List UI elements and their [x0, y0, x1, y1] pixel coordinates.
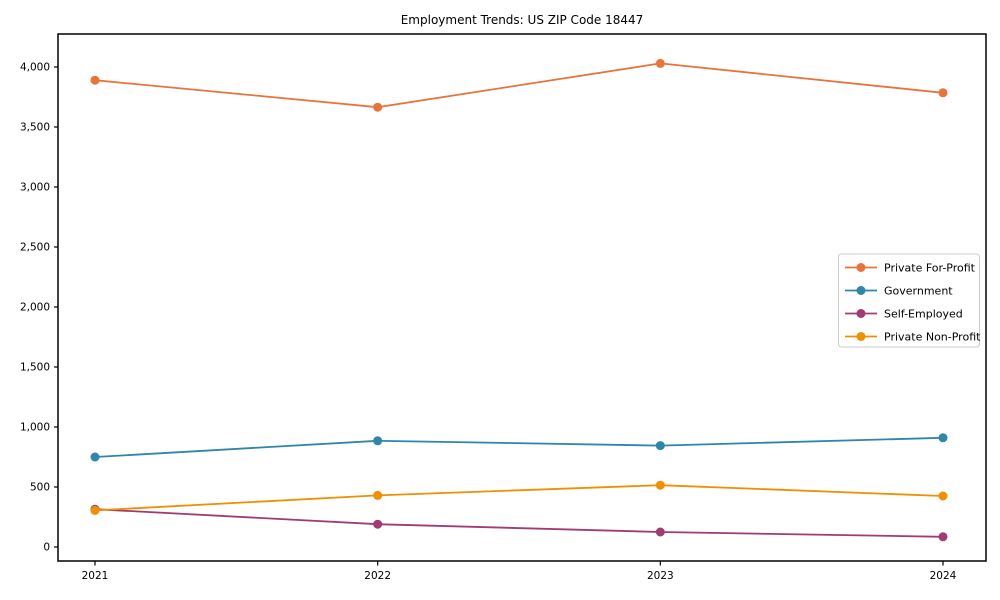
legend-item: Private For-Profit: [845, 261, 976, 274]
legend-marker-icon: [856, 263, 866, 272]
legend-box: [838, 253, 980, 348]
legend-label: Private Non-Profit: [884, 330, 981, 343]
series-self-employed: [90, 504, 948, 542]
y-tick-label: 1,500: [20, 362, 50, 374]
series-line: [94, 436, 944, 458]
legend-label: Self-Employed: [884, 307, 963, 320]
data-point-marker: [655, 58, 665, 68]
data-point-marker: [938, 491, 948, 501]
y-tick-label: 3,500: [20, 122, 50, 134]
y-tick-label: 2,500: [20, 242, 50, 254]
y-tick-label: 500: [30, 482, 50, 494]
data-point-marker: [655, 441, 665, 451]
y-tick-label: 1,000: [20, 422, 50, 434]
y-tick-label: 0: [43, 542, 50, 554]
legend-marker-icon: [856, 332, 866, 341]
x-tick-label: 2021: [82, 570, 109, 582]
legend-marker-icon: [856, 286, 866, 295]
legend: Private For-Profit Government Self-Employe…: [838, 253, 981, 348]
data-point-marker: [655, 527, 665, 537]
x-axis: 2021 2022 2023 2024: [82, 561, 957, 582]
y-tick-label: 2,000: [20, 302, 50, 314]
x-tick-label: 2024: [930, 570, 957, 582]
data-point-marker: [373, 519, 383, 529]
y-tick-label: 4,000: [20, 62, 50, 74]
series-line: [94, 484, 944, 512]
plot-border: [57, 33, 987, 562]
chart-title: Employment Trends: US ZIP Code 18447: [401, 13, 644, 27]
data-point-marker: [938, 532, 948, 542]
data-point-marker: [938, 88, 948, 98]
series-line: [94, 62, 944, 109]
series-government: [90, 433, 948, 462]
legend-item: Private Non-Profit: [845, 330, 981, 343]
data-point-marker: [90, 452, 100, 462]
x-tick-label: 2023: [647, 570, 674, 582]
data-point-marker: [938, 433, 948, 443]
series-group: [90, 58, 948, 542]
data-point-marker: [373, 490, 383, 500]
series-line: [94, 508, 944, 538]
legend-item: Self-Employed: [845, 307, 963, 320]
legend-label: Private For-Profit: [884, 261, 976, 274]
data-point-marker: [373, 102, 383, 112]
y-axis: 0 500 1,000 1,500 2,000 2,500 3,000 3,500 4,000: [20, 62, 58, 554]
data-point-marker: [655, 480, 665, 490]
data-point-marker: [90, 505, 100, 515]
legend-marker-icon: [856, 309, 866, 318]
legend-item: Government: [845, 284, 953, 297]
data-point-marker: [373, 436, 383, 446]
series-private-for-profit: [90, 58, 948, 112]
series-private-non-profit: [90, 480, 948, 515]
y-tick-label: 3,000: [20, 182, 50, 194]
legend-label: Government: [884, 284, 953, 297]
data-point-marker: [90, 75, 100, 85]
x-tick-label: 2022: [364, 570, 391, 582]
